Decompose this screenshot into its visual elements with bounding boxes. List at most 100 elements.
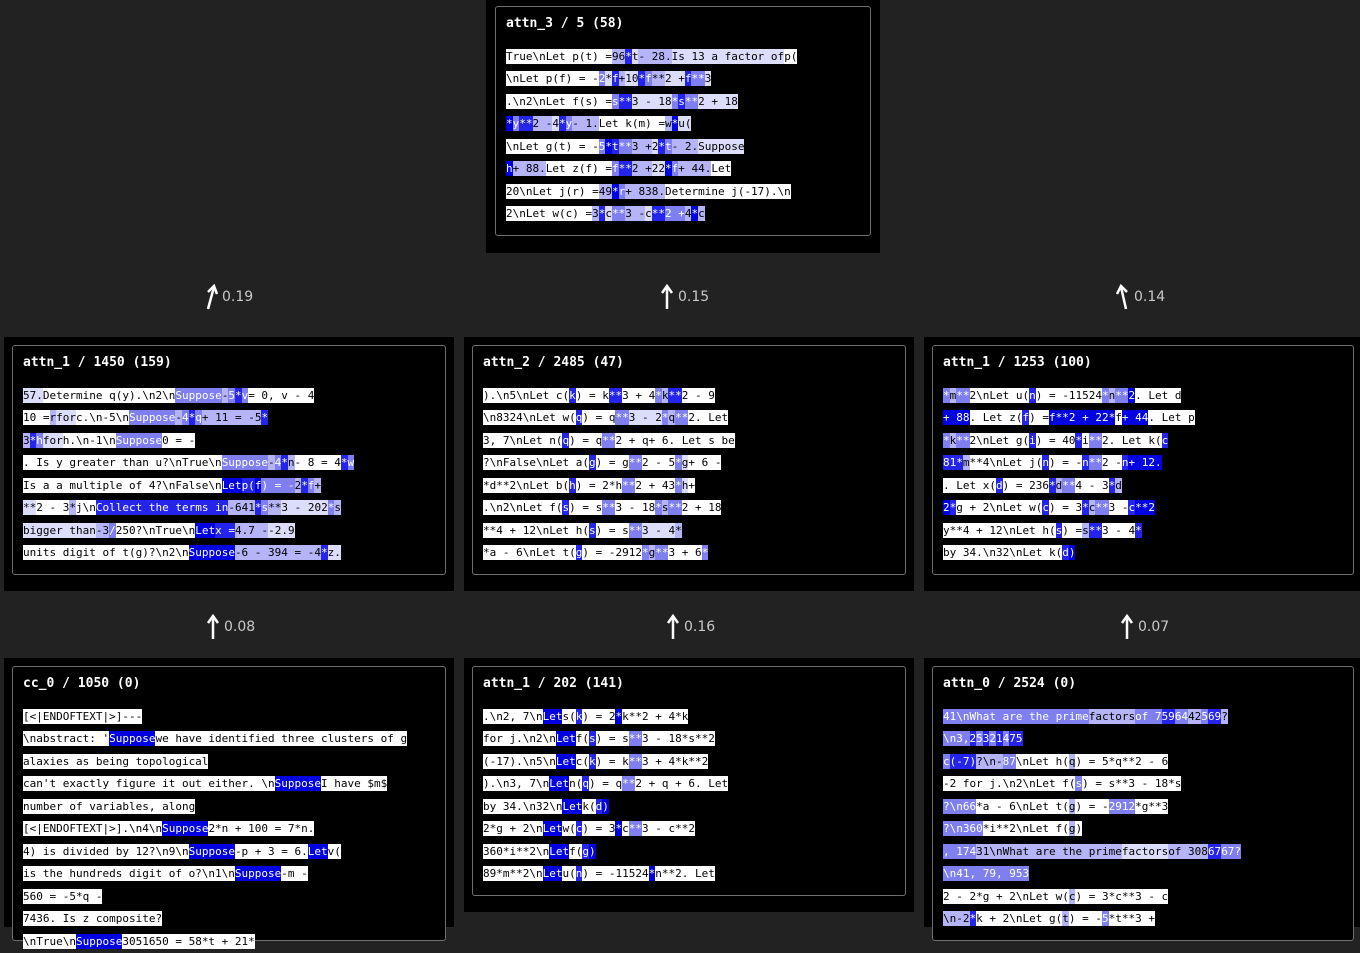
token[interactable]: ** xyxy=(684,93,699,109)
token[interactable]: * xyxy=(675,477,682,493)
token[interactable]: y xyxy=(565,116,573,132)
token[interactable]: ** xyxy=(1095,500,1109,516)
token[interactable]: i xyxy=(1082,432,1089,448)
token[interactable]: number of variables, along xyxy=(23,798,196,814)
token[interactable]: + xyxy=(618,71,626,87)
token[interactable]: 4.7 - xyxy=(234,522,269,538)
token[interactable]: * xyxy=(943,387,950,403)
token[interactable]: 1 xyxy=(996,731,1003,747)
token[interactable]: ) = 40 xyxy=(1035,432,1076,448)
token[interactable]: ?\nFalse\nLet a( xyxy=(483,455,589,471)
token[interactable]: / xyxy=(109,522,116,538)
bottom-card-3[interactable]: attn_0 / 2524 (0) 41\nWhat are the prime… xyxy=(932,666,1354,941)
token[interactable]: 49 xyxy=(598,183,612,199)
token[interactable]: * xyxy=(664,161,672,177)
token[interactable]: h xyxy=(681,477,689,493)
token[interactable]: d xyxy=(995,477,1003,493)
token[interactable]: 560 = -5*q - xyxy=(23,888,103,904)
token[interactable]: 2. Let xyxy=(688,410,729,426)
token[interactable]: ** xyxy=(655,545,669,561)
token[interactable]: **2 xyxy=(1135,500,1155,516)
token[interactable]: d xyxy=(1115,477,1122,493)
token[interactable]: .\n2, 7\n xyxy=(483,708,543,724)
token[interactable]: u( xyxy=(562,866,576,882)
token[interactable]: ) = 2*h xyxy=(575,477,623,493)
token[interactable]: + 11 = -5 xyxy=(201,410,262,426)
token[interactable]: y**4 + 12\nLet h( xyxy=(943,522,1056,538)
token[interactable]: Determine j(-17).\n xyxy=(664,183,791,199)
token[interactable]: (-17).\n5\n xyxy=(483,753,556,769)
token[interactable]: h xyxy=(36,432,43,448)
token[interactable]: 81* xyxy=(943,455,963,471)
token[interactable]: Let xyxy=(549,843,570,859)
token[interactable]: s xyxy=(661,500,669,516)
token[interactable]: 2 + 43 xyxy=(635,477,676,493)
token[interactable]: 5 xyxy=(598,138,606,154)
token[interactable]: 3 xyxy=(982,731,990,747)
token[interactable]: ** xyxy=(622,776,636,792)
token[interactable]: t xyxy=(1062,911,1069,927)
token[interactable]: * xyxy=(701,545,709,561)
token[interactable]: - xyxy=(175,410,182,426)
token[interactable]: g xyxy=(681,455,689,471)
token[interactable]: * xyxy=(281,455,288,471)
token[interactable]: 4 xyxy=(274,455,282,471)
token[interactable]: + 88. xyxy=(512,161,546,177)
token[interactable]: * xyxy=(658,138,665,154)
top-card[interactable]: attn_3 / 5 (58) True\nLet p(t) = 96 * t - … xyxy=(495,6,871,236)
token[interactable]: 2 xyxy=(969,731,977,747)
token[interactable]: ) = k xyxy=(575,387,609,403)
token[interactable]: k xyxy=(949,432,957,448)
token[interactable]: q xyxy=(668,410,676,426)
token[interactable]: f xyxy=(611,161,619,177)
token[interactable]: 3 - 18*s**2 xyxy=(641,731,715,747)
token[interactable]: for j.\n2\n xyxy=(483,731,556,747)
token[interactable]: - xyxy=(221,387,229,403)
token[interactable]: 3 - 18 xyxy=(631,93,672,109)
token[interactable]: * xyxy=(691,206,699,222)
token[interactable]: h xyxy=(506,161,513,177)
token[interactable]: Let xyxy=(307,843,328,859)
token[interactable]: Let xyxy=(562,798,583,814)
token[interactable]: 3 - 4 xyxy=(641,522,676,538)
token[interactable]: c xyxy=(943,753,950,769)
token[interactable]: c xyxy=(1161,432,1169,448)
token[interactable]: 2 xyxy=(294,477,302,493)
bottom-card-1[interactable]: cc_0 / 1050 (0) [<|ENDOFTEXT|>]--- \nabst… xyxy=(12,666,446,949)
token[interactable]: 89*m**2\n xyxy=(483,866,543,882)
token[interactable]: k xyxy=(661,387,669,403)
token[interactable]: ** xyxy=(1088,432,1102,448)
token[interactable]: * xyxy=(671,116,679,132)
token[interactable]: 3 - c**2 xyxy=(641,821,695,837)
token[interactable]: 3051650 = 58*t + 21* xyxy=(122,933,255,949)
token[interactable]: [<|ENDOFTEXT|>]--- xyxy=(23,708,143,724)
token[interactable]: + 88 xyxy=(943,410,970,426)
token[interactable]: y xyxy=(512,116,520,132)
token[interactable]: + 44. xyxy=(678,161,712,177)
token[interactable]: . Let x( xyxy=(943,477,996,493)
token[interactable]: g xyxy=(588,455,596,471)
token[interactable]: (-7) xyxy=(949,753,977,769)
token[interactable]: Let xyxy=(555,731,576,747)
token[interactable]: 5 xyxy=(976,731,983,747)
token[interactable]: ** xyxy=(1088,522,1102,538)
token[interactable]: 3 + 4 xyxy=(622,387,656,403)
token[interactable]: of 308 xyxy=(1168,843,1208,859)
token[interactable]: s xyxy=(588,731,596,747)
token[interactable]: 4 xyxy=(181,410,189,426)
token[interactable]: 2912 xyxy=(1108,798,1136,814)
token[interactable]: ** xyxy=(618,138,632,154)
token[interactable]: m xyxy=(962,455,970,471)
token[interactable]: ) xyxy=(602,798,609,814)
token[interactable]: 3 - xyxy=(1108,500,1129,516)
token[interactable]: ) xyxy=(1068,545,1076,561)
token[interactable]: s xyxy=(1055,522,1063,538)
token[interactable]: * xyxy=(655,387,662,403)
middle-card-2[interactable]: attn_2 / 2485 (47) ).\n5\nLet c(k) = k **… xyxy=(472,345,906,575)
token[interactable]: 96 xyxy=(611,48,626,64)
token[interactable]: + 6 - xyxy=(688,455,722,471)
token[interactable]: ) = - xyxy=(261,477,295,493)
token[interactable]: ) = g xyxy=(595,455,629,471)
token[interactable]: 3 + 4*k**2 xyxy=(641,753,709,769)
token[interactable]: ** xyxy=(628,821,642,837)
